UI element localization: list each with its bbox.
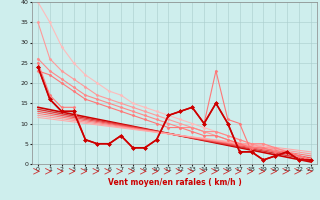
X-axis label: Vent moyen/en rafales ( km/h ): Vent moyen/en rafales ( km/h ) (108, 178, 241, 187)
